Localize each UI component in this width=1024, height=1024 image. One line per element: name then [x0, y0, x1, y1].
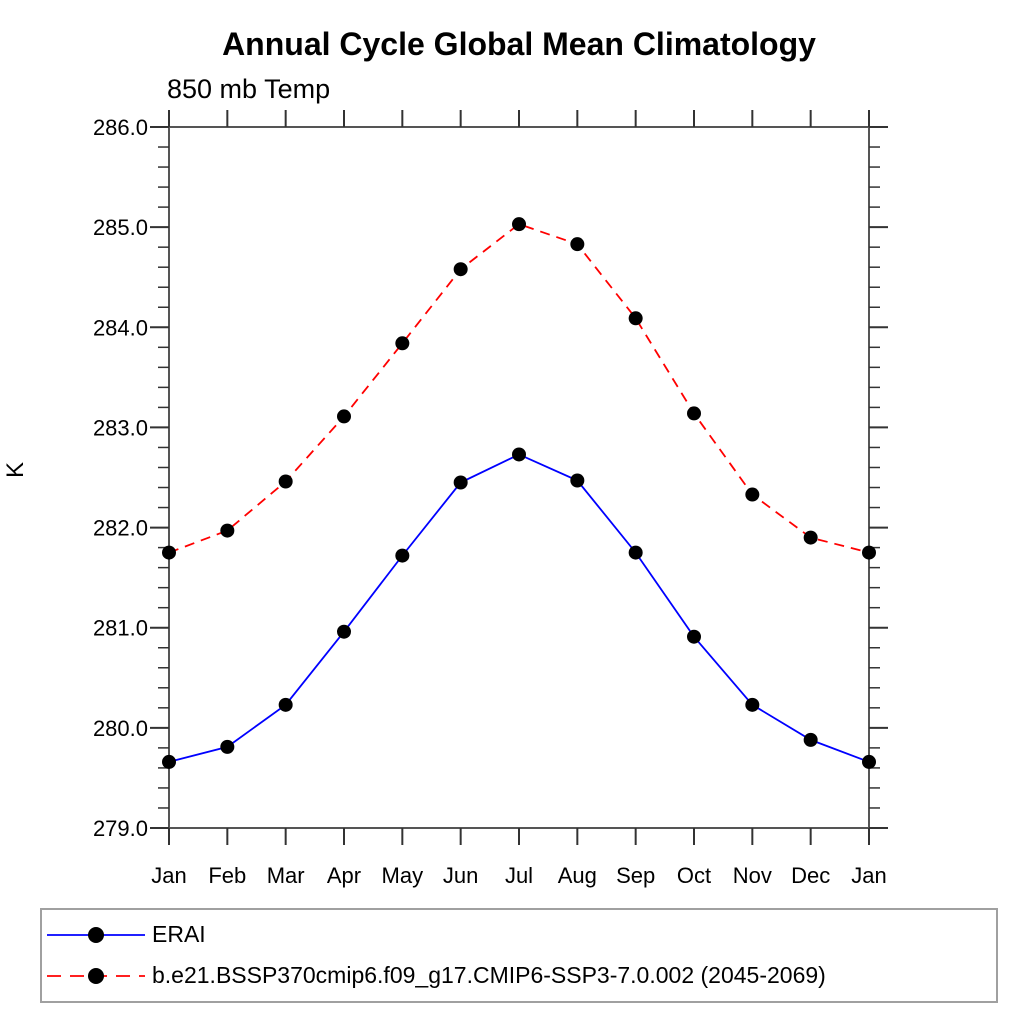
- data-point-marker: [628, 545, 643, 560]
- data-point-marker: [162, 545, 176, 560]
- series-line: [168, 223, 870, 554]
- legend-label-erai: ERAI: [152, 921, 206, 947]
- y-tick-label: 285.0: [93, 215, 148, 240]
- data-point-marker: [570, 473, 585, 488]
- y-tick-label: 281.0: [93, 616, 148, 641]
- legend-box: [40, 908, 998, 1003]
- y-tick-label: 284.0: [93, 315, 148, 340]
- data-point-marker: [453, 475, 468, 490]
- y-tick-label: 280.0: [93, 716, 148, 741]
- data-point-marker: [162, 754, 176, 769]
- data-point-marker: [395, 548, 410, 563]
- y-tick-label: 282.0: [93, 516, 148, 541]
- legend-sample-marker: [88, 968, 104, 984]
- data-point-marker: [745, 487, 760, 502]
- data-point-marker: [278, 697, 293, 712]
- data-point-marker: [278, 474, 293, 489]
- legend-sample-marker: [88, 927, 104, 943]
- data-point-marker: [453, 262, 468, 277]
- y-tick-label: 279.0: [93, 816, 148, 841]
- data-point-marker: [337, 409, 351, 424]
- data-point-marker: [512, 217, 526, 232]
- data-point-marker: [803, 530, 818, 545]
- data-point-marker: [745, 697, 760, 712]
- data-point-marker: [803, 732, 818, 747]
- x-tick-label: Mar: [267, 863, 305, 888]
- series-line: [168, 453, 870, 763]
- data-point-marker: [628, 311, 643, 326]
- y-tick-label: 283.0: [93, 415, 148, 440]
- x-tick-label: Jun: [443, 863, 478, 888]
- data-point-marker: [220, 523, 235, 538]
- x-tick-label: Jul: [505, 863, 533, 888]
- x-tick-label: May: [382, 863, 424, 888]
- data-point-marker: [220, 739, 235, 754]
- x-tick-label: Aug: [558, 863, 597, 888]
- x-tick-label: Feb: [208, 863, 246, 888]
- x-tick-label: Dec: [791, 863, 830, 888]
- x-tick-label: Jan: [851, 863, 886, 888]
- x-tick-label: Nov: [733, 863, 772, 888]
- y-tick-label: 286.0: [93, 115, 148, 140]
- data-point-marker: [395, 336, 410, 351]
- x-tick-label: Apr: [327, 863, 361, 888]
- data-point-marker: [512, 447, 526, 462]
- x-tick-label: Jan: [151, 863, 186, 888]
- data-point-marker: [687, 629, 701, 644]
- legend-label-model: b.e21.BSSP370cmip6.f09_g17.CMIP6-SSP3-7.…: [152, 962, 826, 988]
- y-axis-label: K: [2, 461, 30, 479]
- data-point-marker: [337, 624, 351, 639]
- chart-subtitle: 850 mb Temp: [167, 74, 331, 104]
- chart-title: Annual Cycle Global Mean Climatology: [222, 26, 816, 62]
- x-tick-label: Oct: [677, 863, 711, 888]
- data-point-marker: [687, 406, 701, 421]
- data-point-marker: [862, 545, 876, 560]
- data-point-marker: [862, 754, 876, 769]
- data-point-marker: [570, 237, 585, 252]
- x-tick-label: Sep: [616, 863, 655, 888]
